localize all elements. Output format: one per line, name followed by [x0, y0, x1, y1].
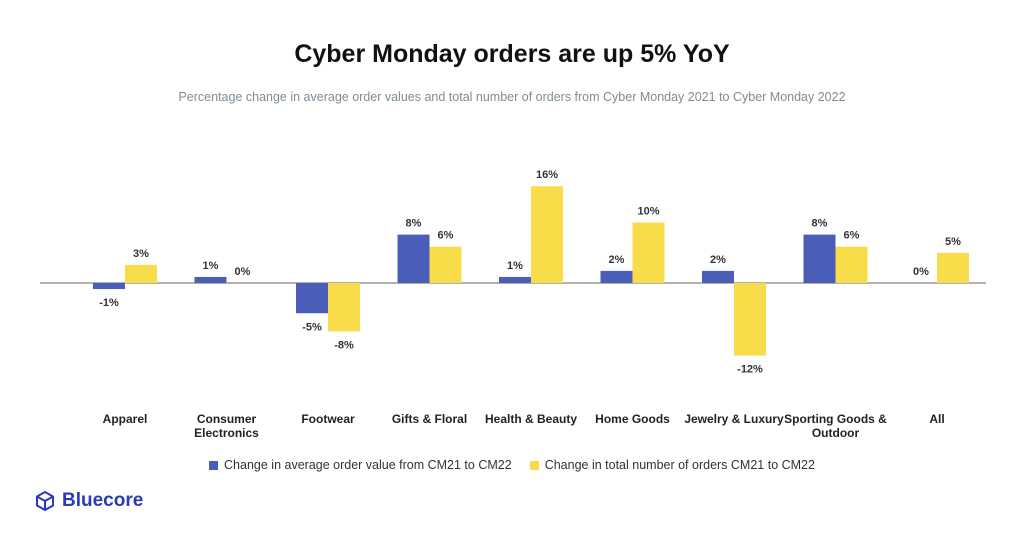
- legend-swatch-orders: [529, 460, 539, 470]
- bar-aov-0: [93, 283, 125, 290]
- data-label-orders-5: 10%: [637, 206, 659, 218]
- bar-aov-4: [499, 276, 531, 283]
- brand-name: Bluecore: [62, 490, 144, 511]
- data-label-aov-1: 1%: [203, 260, 219, 272]
- category-label-7: Sporting Goods &: [784, 412, 887, 426]
- bar-orders-8: [937, 252, 969, 283]
- bar-aov-1: [194, 276, 227, 283]
- category-label-1-line2: Electronics: [194, 426, 259, 440]
- category-label-3: Gifts & Floral: [392, 412, 467, 426]
- legend-swatch-aov: [209, 460, 219, 470]
- data-label-aov-7: 8%: [812, 218, 828, 230]
- data-label-aov-5: 2%: [609, 254, 625, 266]
- category-label-7-line2: Outdoor: [812, 426, 860, 440]
- legend-item-orders: Change in total number of orders CM21 to…: [529, 458, 815, 472]
- category-label-5: Home Goods: [595, 412, 670, 426]
- bar-orders-6: [734, 283, 766, 356]
- category-label-1: Consumer: [197, 412, 257, 426]
- brand-logo: Bluecore: [34, 490, 143, 512]
- bar-orders-0: [125, 264, 157, 283]
- chart-legend: Change in average order value from CM21 …: [0, 458, 1024, 472]
- category-label-0: Apparel: [103, 412, 148, 426]
- category-label-2: Footwear: [301, 412, 355, 426]
- data-label-aov-2: -5%: [302, 321, 322, 333]
- bar-orders-2: [328, 283, 360, 332]
- bar-orders-7: [835, 246, 868, 283]
- data-label-aov-4: 1%: [507, 260, 523, 272]
- chart-subtitle: Percentage change in average order value…: [178, 90, 846, 104]
- bar-aov-6: [702, 270, 734, 283]
- cube-logo-icon: [36, 491, 54, 511]
- category-label-8: All: [929, 412, 944, 426]
- data-label-orders-0: 3%: [133, 248, 149, 260]
- category-label-6: Jewelry & Luxury: [684, 412, 784, 426]
- chart-title: Cyber Monday orders are up 5% YoY: [294, 40, 730, 68]
- data-label-aov-0: -1%: [99, 297, 119, 309]
- bar-orders-4: [531, 186, 563, 283]
- bar-aov-7: [803, 234, 836, 283]
- data-label-orders-7: 6%: [844, 230, 860, 242]
- legend-item-aov: Change in average order value from CM21 …: [209, 458, 512, 472]
- bar-aov-3: [397, 234, 430, 283]
- legend-label-aov: Change in average order value from CM21 …: [224, 458, 512, 472]
- bar-orders-5: [632, 222, 665, 283]
- data-label-orders-8: 5%: [945, 236, 961, 248]
- data-label-orders-1: 0%: [235, 266, 251, 278]
- bar-aov-5: [600, 270, 633, 283]
- data-label-orders-4: 16%: [536, 169, 558, 181]
- bar-aov-2: [296, 283, 328, 314]
- data-label-orders-6: -12%: [737, 364, 763, 376]
- legend-label-orders: Change in total number of orders CM21 to…: [544, 458, 815, 472]
- data-label-orders-2: -8%: [334, 339, 354, 351]
- bar-orders-3: [429, 246, 462, 283]
- category-label-4: Health & Beauty: [485, 412, 577, 426]
- data-label-orders-3: 6%: [438, 230, 454, 242]
- data-label-aov-3: 8%: [406, 218, 422, 230]
- data-label-aov-6: 2%: [710, 254, 726, 266]
- data-label-aov-8: 0%: [913, 266, 929, 278]
